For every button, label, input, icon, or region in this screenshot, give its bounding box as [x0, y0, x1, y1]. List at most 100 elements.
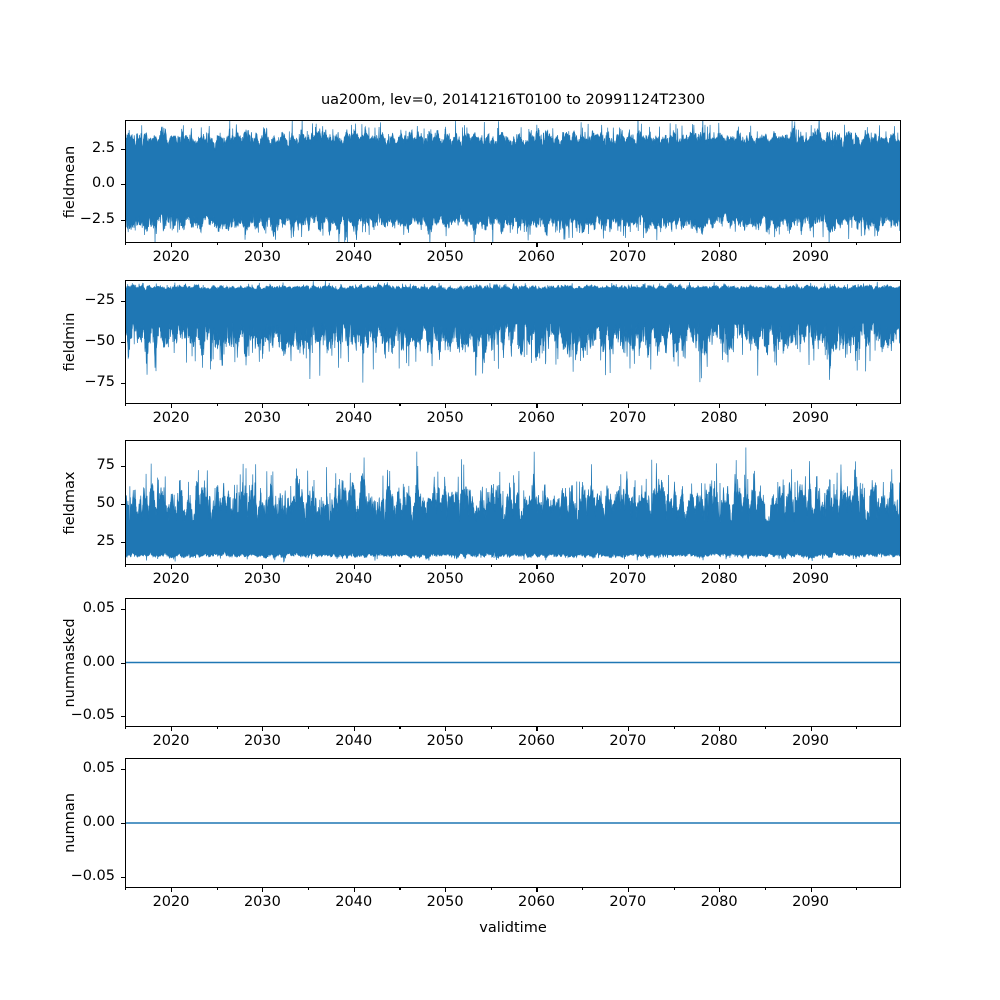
y-tick-label: 0.05	[82, 599, 115, 616]
y-tick-mark	[121, 877, 125, 879]
x-tick-label: 2070	[609, 894, 647, 910]
x-tick-label: 2060	[518, 733, 555, 749]
x-minor-tick-mark	[490, 727, 492, 730]
x-tick-label: 2030	[243, 894, 281, 910]
y-tick-label: 50	[96, 495, 115, 512]
y-tick-label: 25	[96, 533, 115, 550]
x-tick-mark	[171, 404, 173, 408]
x-tick-mark	[810, 243, 812, 247]
x-tick-mark	[719, 404, 721, 408]
x-tick-mark	[445, 727, 447, 731]
x-tick-mark	[627, 727, 629, 731]
x-tick-label: 2090	[792, 249, 829, 265]
x-minor-tick-mark	[308, 243, 310, 246]
x-tick-label: 2070	[609, 733, 647, 749]
x-tick-label: 2040	[335, 894, 373, 910]
y-tick-mark	[121, 504, 125, 506]
x-minor-tick-mark	[308, 404, 310, 407]
plot-panel-fieldmean	[125, 120, 901, 243]
x-tick-label: 2060	[518, 249, 555, 265]
x-tick-mark	[353, 404, 355, 408]
plot-panel-numnan	[125, 758, 901, 888]
x-minor-tick-mark	[125, 243, 127, 246]
x-tick-mark	[171, 727, 173, 731]
x-tick-label: 2070	[609, 571, 647, 587]
y-tick-mark	[121, 608, 125, 610]
x-minor-tick-mark	[582, 888, 584, 891]
x-minor-tick-mark	[490, 404, 492, 407]
x-tick-label: 2080	[700, 410, 738, 426]
x-tick-label: 2090	[792, 410, 829, 426]
x-minor-tick-mark	[856, 404, 858, 407]
x-tick-mark	[719, 565, 721, 569]
x-minor-tick-mark	[673, 727, 675, 730]
x-tick-label: 2080	[700, 249, 738, 265]
x-tick-label: 2080	[700, 894, 738, 910]
x-minor-tick-mark	[856, 888, 858, 891]
x-tick-label: 2060	[518, 894, 555, 910]
x-tick-mark	[262, 404, 264, 408]
y-tick-mark	[121, 301, 125, 303]
x-minor-tick-mark	[764, 888, 766, 891]
x-tick-label: 2090	[792, 571, 829, 587]
x-tick-label: 2030	[243, 733, 281, 749]
x-tick-mark	[810, 888, 812, 892]
x-tick-label: 2050	[426, 733, 464, 749]
x-tick-mark	[353, 888, 355, 892]
x-tick-mark	[627, 888, 629, 892]
x-tick-label: 2060	[518, 571, 555, 587]
y-axis-label-fieldmean: fieldmean	[62, 145, 78, 218]
x-tick-mark	[353, 565, 355, 569]
x-minor-tick-mark	[308, 888, 310, 891]
x-minor-tick-mark	[582, 243, 584, 246]
x-minor-tick-mark	[764, 727, 766, 730]
series-band	[126, 121, 900, 242]
x-tick-mark	[445, 243, 447, 247]
x-tick-label: 2080	[700, 733, 738, 749]
y-tick-label: −25	[84, 292, 115, 309]
x-minor-tick-mark	[582, 565, 584, 568]
x-minor-tick-mark	[856, 243, 858, 246]
y-tick-label: −0.05	[70, 868, 115, 885]
y-tick-mark	[121, 220, 125, 222]
y-tick-label: 2.5	[91, 139, 115, 156]
x-tick-mark	[353, 243, 355, 247]
x-tick-label: 2090	[792, 733, 829, 749]
x-tick-label: 2020	[152, 733, 190, 749]
x-tick-mark	[171, 243, 173, 247]
x-tick-mark	[719, 888, 721, 892]
y-tick-label: −50	[84, 333, 115, 349]
x-tick-label: 2020	[152, 249, 190, 265]
x-tick-mark	[171, 888, 173, 892]
plot-panel-nummasked	[125, 598, 901, 727]
x-minor-tick-mark	[764, 565, 766, 568]
y-tick-mark	[121, 716, 125, 718]
x-minor-tick-mark	[399, 243, 401, 246]
y-tick-label: 0.00	[82, 653, 115, 670]
x-tick-label: 2030	[243, 571, 281, 587]
y-tick-label: 0.0	[91, 175, 115, 192]
y-tick-mark	[121, 768, 125, 770]
y-tick-label: 75	[96, 456, 115, 473]
x-minor-tick-mark	[399, 888, 401, 891]
x-tick-label: 2060	[518, 410, 555, 426]
x-minor-tick-mark	[125, 888, 127, 891]
x-tick-label: 2040	[335, 410, 373, 426]
y-tick-mark	[121, 662, 125, 664]
x-minor-tick-mark	[490, 888, 492, 891]
y-axis-label-nummasked: nummasked	[62, 617, 78, 708]
x-minor-tick-mark	[856, 727, 858, 730]
x-tick-mark	[262, 727, 264, 731]
y-tick-mark	[121, 382, 125, 384]
x-tick-mark	[262, 243, 264, 247]
x-minor-tick-mark	[399, 565, 401, 568]
x-tick-label: 2050	[426, 410, 464, 426]
y-tick-label: −2.5	[79, 211, 115, 228]
y-tick-label: −0.05	[70, 707, 115, 724]
x-minor-tick-mark	[308, 565, 310, 568]
y-tick-label: 0.00	[82, 814, 115, 830]
x-minor-tick-mark	[673, 404, 675, 407]
x-tick-label: 2030	[243, 249, 281, 265]
x-tick-mark	[262, 565, 264, 569]
